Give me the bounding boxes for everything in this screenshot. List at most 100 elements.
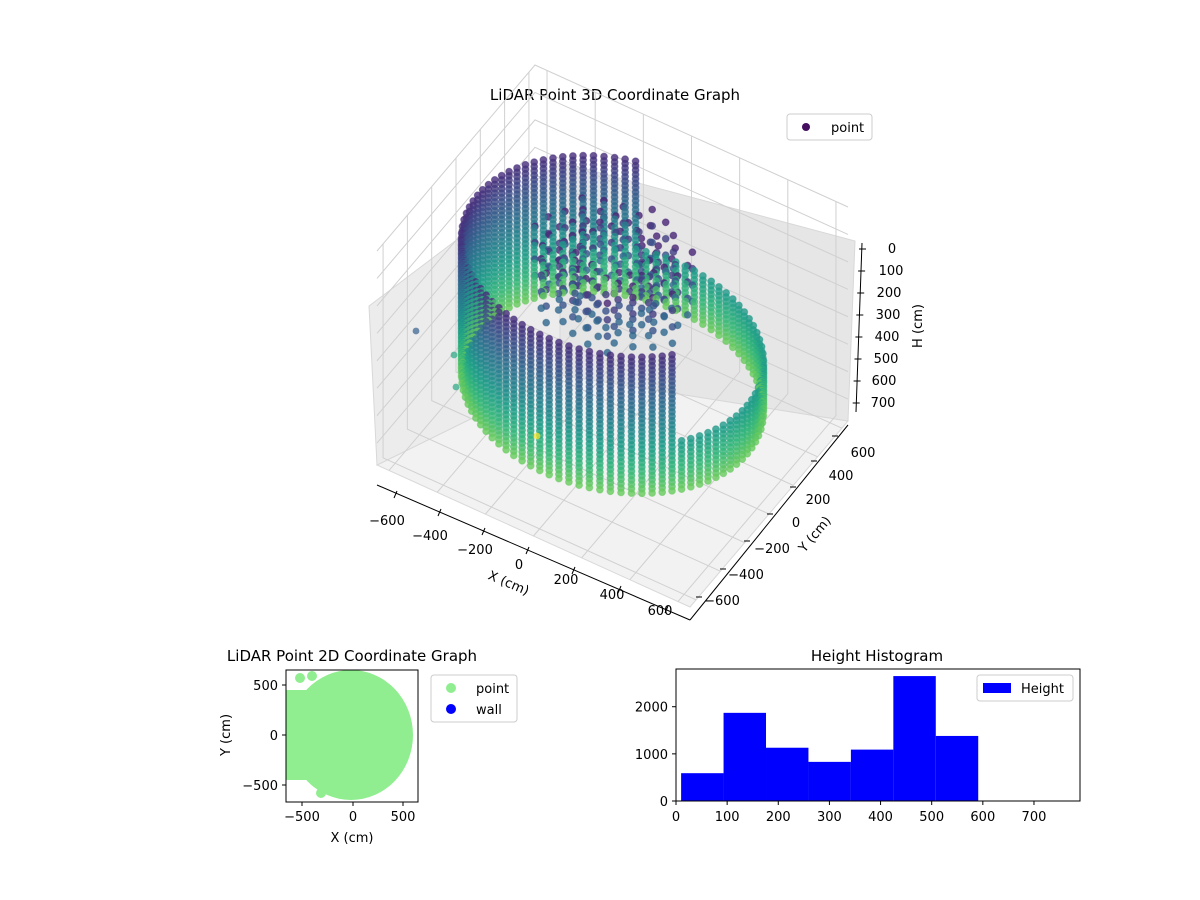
data-point [518, 456, 526, 465]
histogram-bar [850, 749, 894, 801]
data-point [610, 339, 619, 347]
grid-line [376, 119, 849, 307]
data-point [603, 332, 612, 341]
data-point [649, 318, 658, 327]
data-point [593, 300, 601, 309]
data-point [637, 320, 646, 329]
x-tick [571, 566, 576, 575]
y-tick-label: 2000 [635, 701, 668, 716]
legend-label-height: Height [1021, 682, 1064, 697]
data-point [648, 222, 657, 230]
plot-frame-histogram [675, 668, 1081, 802]
data-point [625, 304, 634, 312]
x-tick-label: 600 [648, 604, 673, 619]
data-point [637, 309, 646, 318]
x-tick-label: −600 [369, 514, 405, 529]
x-tick-label: 0 [672, 810, 680, 825]
data-point [549, 290, 557, 299]
legend-box [786, 113, 873, 141]
histogram-title: Height Histogram [811, 647, 943, 665]
data-point [668, 306, 677, 315]
data-point [582, 324, 590, 332]
point-cloud-3d [412, 151, 768, 498]
histogram-bar [681, 773, 724, 801]
z-tick-labels: 0 100 200 300 400 500 600 700 [871, 242, 904, 411]
data-point [610, 306, 619, 315]
data-point [539, 292, 548, 300]
legend-3d: point [786, 113, 873, 141]
data-point [533, 432, 541, 440]
chart-2d-title: LiDAR Point 2D Coordinate Graph [227, 647, 477, 665]
chart-3d-title: LiDAR Point 3D Coordinate Graph [490, 86, 740, 104]
y-tick-label: 600 [851, 446, 876, 461]
data-point [594, 332, 603, 341]
data-point [661, 218, 670, 227]
data-point [505, 303, 514, 312]
data-point [648, 238, 657, 247]
x-axis-label-2d: X (cm) [331, 831, 374, 846]
y-tick-label: 200 [806, 493, 831, 508]
y-tick-label: −200 [754, 542, 790, 557]
data-point [555, 474, 563, 483]
x-tick [617, 585, 622, 594]
x-tick-label: 400 [868, 810, 893, 825]
data-point [707, 325, 716, 334]
y-tick-label: 1000 [635, 748, 668, 763]
x-tick-label: 0 [515, 558, 523, 573]
chart-histogram: Height Histogram 0 100 200 300 400 500 600 7000… [635, 647, 1081, 825]
data-point [715, 331, 723, 340]
legend-box [976, 674, 1074, 702]
data-point [574, 314, 583, 323]
data-point [596, 485, 604, 494]
x-tick [481, 527, 486, 536]
legend-marker-wall [446, 704, 456, 714]
data-point [695, 480, 704, 489]
ticks-2d [282, 684, 404, 806]
data-point [565, 478, 573, 486]
data-point [644, 331, 653, 340]
data-point [488, 433, 497, 442]
x-tick-label: 400 [600, 588, 625, 603]
data-point [668, 487, 676, 495]
data-point [652, 232, 661, 241]
x-tick-label: 100 [715, 810, 740, 825]
chart-3d: LiDAR Point 3D Coordinate Graph −600 −40… [368, 64, 926, 621]
data-point [688, 248, 697, 257]
grid-line [376, 64, 849, 252]
data-point [593, 317, 601, 325]
data-point [495, 440, 503, 448]
data-point [521, 297, 530, 305]
x-axis-line [376, 484, 691, 621]
y-tick-label: 0 [270, 729, 278, 744]
data-point [606, 487, 615, 496]
data-point [704, 477, 712, 485]
grid-line [376, 91, 849, 279]
x-tick-label: 700 [1022, 810, 1047, 825]
data-point [649, 310, 657, 319]
y-axis-label: Y (cm) [795, 514, 834, 557]
data-point [575, 481, 583, 490]
x-tick-label: 0 [349, 810, 357, 825]
data-point [574, 298, 583, 307]
x-tick [525, 546, 530, 555]
data-point [648, 205, 657, 214]
data-point [602, 323, 610, 332]
x-tick-label: 500 [919, 810, 944, 825]
x-tick [437, 508, 442, 517]
x-tick-label: 200 [554, 573, 579, 588]
data-point [660, 328, 668, 337]
x-tick-label: −200 [457, 543, 493, 558]
data-point [690, 315, 699, 324]
legend-swatch-height [983, 683, 1011, 693]
histogram-bar [808, 761, 851, 801]
data-point [719, 469, 728, 478]
data-point [661, 234, 670, 243]
x-tick-labels: −600 −400 −200 0 200 400 600 [369, 514, 672, 619]
x-tick-label: −500 [284, 810, 320, 825]
data-point [669, 231, 678, 240]
data-point [686, 483, 695, 491]
grid-line [382, 243, 697, 601]
legend-label-point: point [476, 682, 509, 697]
data-point [668, 323, 677, 331]
